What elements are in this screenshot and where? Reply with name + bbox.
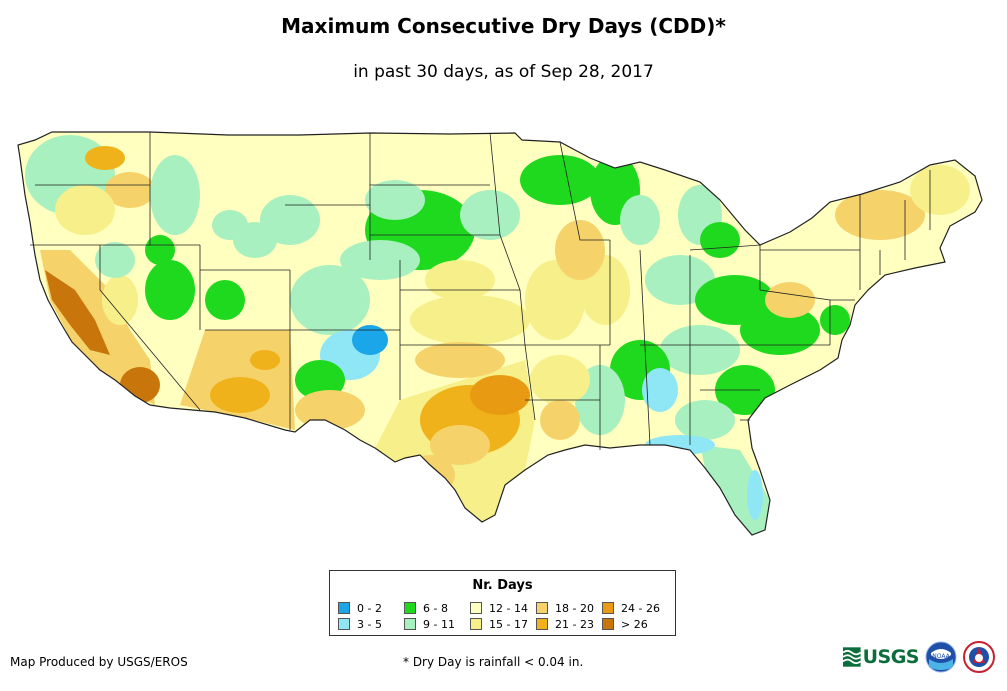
map-patch — [365, 180, 425, 220]
map-patch — [150, 155, 200, 235]
state-border — [639, 249, 651, 446]
map-patch — [520, 155, 600, 205]
map-patch — [295, 360, 345, 400]
usgs-text: USGS — [862, 646, 920, 668]
legend-swatch — [602, 618, 614, 630]
legend-item-3-5: 3 - 5 — [338, 616, 404, 632]
map-patch — [765, 282, 815, 318]
legend-item-18-20: 18 - 20 — [536, 600, 602, 616]
map-patch — [910, 165, 970, 215]
map-patch — [250, 350, 280, 370]
map-patch — [675, 400, 735, 440]
map-patch — [642, 368, 678, 412]
map-patch — [555, 220, 605, 280]
map-patch — [105, 172, 155, 208]
legend-label: 12 - 14 — [489, 601, 528, 615]
map-patch — [55, 185, 115, 235]
map-patch — [212, 210, 248, 240]
map-patch — [700, 222, 740, 258]
state-border — [499, 234, 521, 291]
legend-label: 0 - 2 — [357, 601, 382, 615]
map-subtitle: in past 30 days, as of Sep 28, 2017 — [353, 62, 654, 82]
credit-text: Map Produced by USGS/EROS — [10, 655, 188, 669]
legend-swatch — [470, 602, 482, 614]
usgs-logo: USGS — [843, 642, 920, 672]
map-patch — [205, 280, 245, 320]
map-patch — [620, 195, 660, 245]
state-border — [559, 141, 610, 241]
legend-label: 9 - 11 — [423, 617, 455, 631]
map-patch — [835, 190, 925, 240]
legend-grid: 0 - 2 6 - 8 12 - 14 18 - 20 24 - 26 3 - … — [338, 600, 668, 632]
legend-swatch — [536, 602, 548, 614]
state-border — [524, 344, 536, 421]
map-patch — [145, 235, 175, 265]
map-patch — [540, 400, 580, 440]
legend-item-gt-26: > 26 — [602, 616, 668, 632]
map-patch — [530, 355, 590, 405]
state-border — [689, 244, 761, 290]
usgs-waves-icon — [843, 647, 861, 667]
legend-item-12-14: 12 - 14 — [470, 600, 536, 616]
legend-label: 21 - 23 — [555, 617, 594, 631]
legend: Nr. Days 0 - 2 6 - 8 12 - 14 18 - 20 24 … — [329, 570, 676, 636]
map-region — [45, 270, 110, 355]
map-patch — [260, 195, 320, 245]
legend-title: Nr. Days — [472, 578, 533, 593]
legend-label: 3 - 5 — [357, 617, 382, 631]
map-patch — [352, 325, 388, 355]
map-title: Maximum Consecutive Dry Days (CDD)* — [281, 14, 726, 38]
legend-swatch — [404, 618, 416, 630]
map-patch — [525, 260, 585, 340]
nws-logo-icon — [963, 641, 995, 673]
noaa-logo-icon: NOAA — [925, 641, 957, 673]
map-patch — [290, 265, 370, 335]
map-patch — [425, 260, 495, 300]
map-patch — [765, 240, 855, 280]
legend-item-21-23: 21 - 23 — [536, 616, 602, 632]
legend-item-6-8: 6 - 8 — [404, 600, 470, 616]
state-border — [489, 132, 501, 236]
map-patch — [102, 275, 138, 325]
state-border — [99, 245, 201, 411]
legend-label: 24 - 26 — [621, 601, 660, 615]
map-patch — [210, 377, 270, 413]
map-patch — [415, 342, 505, 378]
country-border — [17, 131, 983, 536]
legend-item-24-26: 24 - 26 — [602, 600, 668, 616]
legend-swatch — [404, 602, 416, 614]
map-patch — [430, 425, 490, 465]
map-patch — [660, 325, 740, 375]
legend-label: 18 - 20 — [555, 601, 594, 615]
legend-swatch — [536, 618, 548, 630]
map-patch — [85, 146, 125, 170]
map-patch — [470, 375, 530, 415]
map-patch — [95, 242, 135, 278]
map-patch — [405, 455, 455, 495]
map-patch — [820, 305, 850, 335]
conus-cdd-map — [17, 131, 983, 536]
map-patch — [747, 470, 763, 520]
legend-item-15-17: 15 - 17 — [470, 616, 536, 632]
state-border — [519, 289, 526, 346]
map-patch — [145, 260, 195, 320]
map-patch — [740, 305, 820, 355]
legend-swatch — [338, 602, 350, 614]
legend-label: 6 - 8 — [423, 601, 448, 615]
footnote-text: * Dry Day is rainfall < 0.04 in. — [403, 655, 584, 669]
noaa-text: NOAA — [932, 653, 950, 660]
map-patch — [120, 367, 160, 403]
legend-swatch — [602, 602, 614, 614]
map-patch — [460, 190, 520, 240]
legend-item-9-11: 9 - 11 — [404, 616, 470, 632]
legend-swatch — [470, 618, 482, 630]
map-patch — [410, 295, 530, 345]
legend-item-0-2: 0 - 2 — [338, 600, 404, 616]
map-patch — [340, 240, 420, 280]
legend-swatch — [338, 618, 350, 630]
state-border — [759, 289, 831, 345]
legend-label: 15 - 17 — [489, 617, 528, 631]
legend-label: > 26 — [621, 617, 648, 631]
